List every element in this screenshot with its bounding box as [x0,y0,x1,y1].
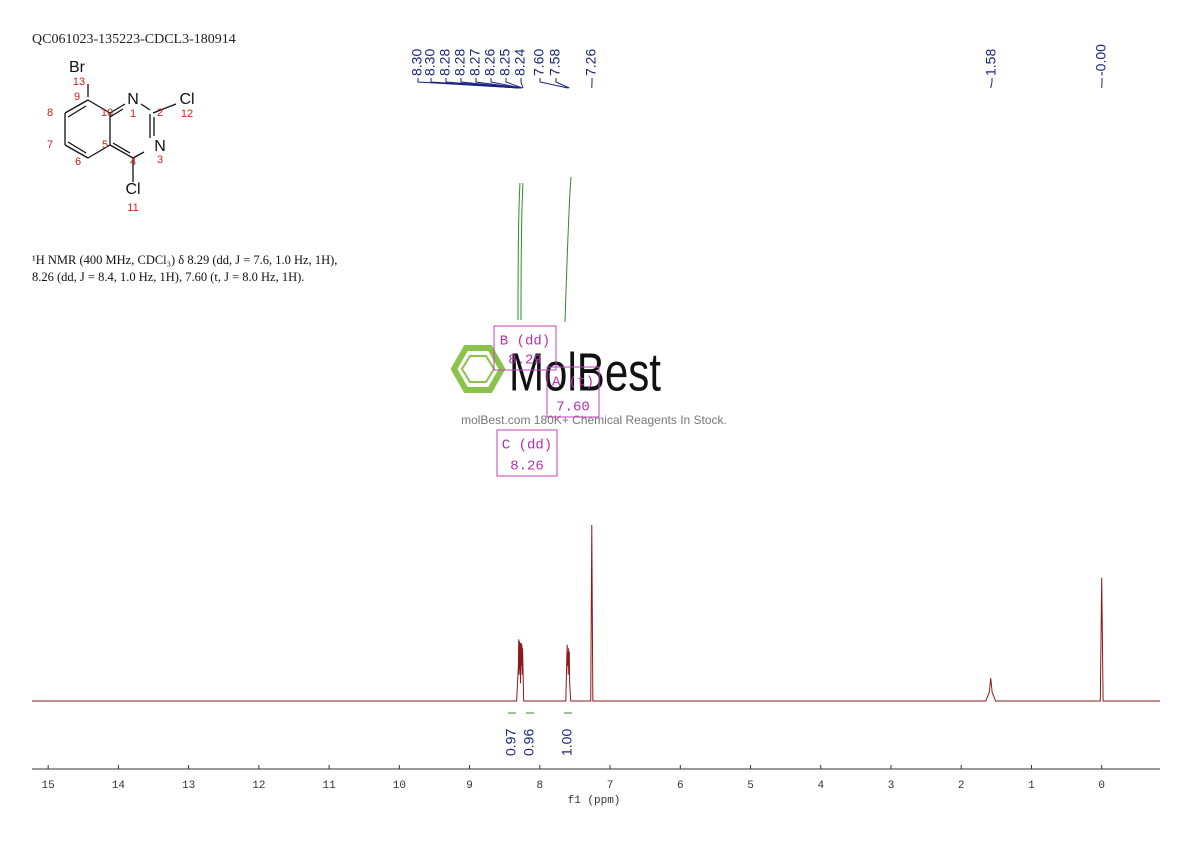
x-tick-label: 11 [322,780,336,792]
peak-label: 8.28 [452,49,468,76]
atom-number: 1 [130,108,136,120]
x-tick-label: 2 [958,780,965,792]
peak-label: 8.24 [512,49,528,76]
spectrum-line [32,525,1160,701]
x-tick-label: 10 [393,780,406,792]
peak-label: 7.60 [531,49,547,76]
atom-number: 8 [47,107,53,119]
multiplet-shift: 8.26 [510,459,544,475]
peak-label: 1.58 [983,49,999,76]
atom-number: 7 [47,139,53,151]
multiplet-name: C (dd) [502,438,552,454]
atom-number: 13 [73,76,85,88]
multiplet-name: B (dd) [500,334,550,350]
watermark-logo [454,348,502,390]
multiplet-shift: 7.60 [556,400,590,416]
peak-label: 8.25 [497,49,513,76]
peak-label: 7.26 [583,49,599,76]
atom-number: 5 [102,139,108,151]
description-line: ¹H NMR (400 MHz, CDCl₃) δ 8.29 (dd, J = … [32,253,337,267]
integral-label: 0.96 [521,729,537,756]
atom-number: 10 [101,107,113,119]
peak-label: -0.00 [1093,44,1109,76]
watermark-brand: MolBest [509,342,661,402]
x-tick-label: 7 [607,780,614,792]
peak-connector [991,78,992,88]
multiplet-name: A (t) [552,375,594,391]
atom-label: Br [69,59,86,76]
peak-connector [540,78,568,88]
peak-label: 8.27 [467,49,483,76]
description-line: 8.26 (dd, J = 8.4, 1.0 Hz, 1H), 7.60 (t,… [32,270,304,284]
watermark-tagline: molBest.com 180K+ Chemical Reagents In S… [461,413,727,427]
atom-label: Cl [125,181,140,198]
atom-number: 6 [75,156,81,168]
x-tick-label: 6 [677,780,684,792]
atom-number: 4 [130,156,136,168]
peak-label: 8.28 [437,49,453,76]
atom-label: Cl [179,91,194,108]
atom-number: 12 [181,108,193,120]
x-tick-label: 14 [112,780,126,792]
x-axis-label: f1 (ppm) [568,795,621,807]
x-tick-label: 1 [1028,780,1035,792]
atom-label: N [127,91,139,108]
atom-number: 9 [74,91,80,103]
x-tick-label: 13 [182,780,195,792]
peak-label: 8.26 [482,49,498,76]
atom-number: 2 [157,107,163,119]
multiplet-shift: 8.29 [508,353,542,369]
integral-curves [518,177,571,322]
atom-number: 3 [157,154,163,166]
peak-label: 8.30 [422,49,438,76]
x-tick-label: 3 [888,780,895,792]
x-tick-label: 15 [42,780,55,792]
x-tick-label: 9 [466,780,473,792]
integral-label: 0.97 [503,729,519,756]
x-tick-label: 4 [817,780,824,792]
x-tick-label: 12 [252,780,265,792]
atom-number: 11 [127,202,138,214]
structure-bonds [65,84,176,182]
atom-label: N [154,138,166,155]
peak-label: 7.58 [547,49,563,76]
x-tick-label: 0 [1098,780,1105,792]
integral-label: 1.00 [559,729,575,756]
x-tick-label: 5 [747,780,754,792]
chart-title: QC061023-135223-CDCL3-180914 [32,32,236,47]
x-tick-label: 8 [537,780,544,792]
peak-connector [521,78,523,88]
